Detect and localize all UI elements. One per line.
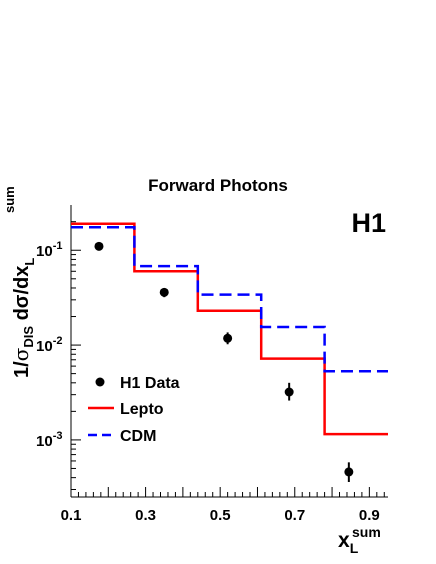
chart-title: Forward Photons <box>148 176 288 195</box>
y-axis-label: 1/σDIS dσ/dxL sum <box>2 186 37 378</box>
x-tick-label: 0.5 <box>210 507 231 524</box>
y-tick-label-base: 10 <box>36 243 53 260</box>
y-tick-label: 10-3 <box>36 430 62 450</box>
legend-label-cdm: CDM <box>120 428 156 445</box>
legend-label-h1-data: H1 Data <box>120 375 180 392</box>
series-cdm-line <box>71 225 388 373</box>
y-axis-label-sigma: σ <box>9 347 33 361</box>
y-tick-label: 10-1 <box>36 240 62 260</box>
y-axis-label-mid: dσ/dx <box>11 266 33 326</box>
x-tick-label: 0.1 <box>61 507 82 524</box>
legend-marker-h1-data <box>95 377 105 387</box>
y-tick-label: 10-2 <box>36 335 62 355</box>
plot-frame <box>70 205 388 498</box>
x-axis-label-sup: sum <box>352 524 381 540</box>
x-axis-label: xL <box>338 529 359 556</box>
x-tick-label: 0.7 <box>284 507 305 524</box>
series-lepto-line <box>71 222 388 436</box>
y-tick-label-base: 10 <box>36 338 53 355</box>
data-point <box>94 241 104 251</box>
legend-label-lepto: Lepto <box>120 401 164 418</box>
x-tick-label: 0.9 <box>359 507 380 524</box>
y-axis-label-sigma-sub: DIS <box>21 326 36 348</box>
x-tick-label: 0.3 <box>135 507 156 524</box>
y-tick-label-exp: -3 <box>53 430 63 442</box>
y-tick-label-exp: -1 <box>53 240 63 252</box>
data-point <box>284 387 294 397</box>
y-axis-label-lead: 1/ <box>11 361 33 378</box>
experiment-label: H1 <box>351 208 386 238</box>
y-axis-label-text: 1/σDIS dσ/dxL <box>9 258 37 378</box>
x-axis-label-sub: L <box>350 540 359 556</box>
legend: H1 Data Lepto CDM <box>88 375 180 445</box>
series-layer <box>71 222 388 482</box>
y-tick-label-exp: -2 <box>53 335 63 347</box>
x-ticks: 0.1 0.3 0.5 0.7 0.9 <box>61 487 385 524</box>
y-axis-label-sub: L <box>22 258 37 266</box>
y-tick-label-base: 10 <box>36 433 53 450</box>
y-ticks: 10-110-210-3 <box>36 221 81 490</box>
data-point <box>344 467 354 477</box>
y-axis-label-sup: sum <box>2 186 17 213</box>
data-point <box>159 287 169 297</box>
x-axis-label-main: x <box>338 529 350 552</box>
data-point <box>223 333 233 343</box>
